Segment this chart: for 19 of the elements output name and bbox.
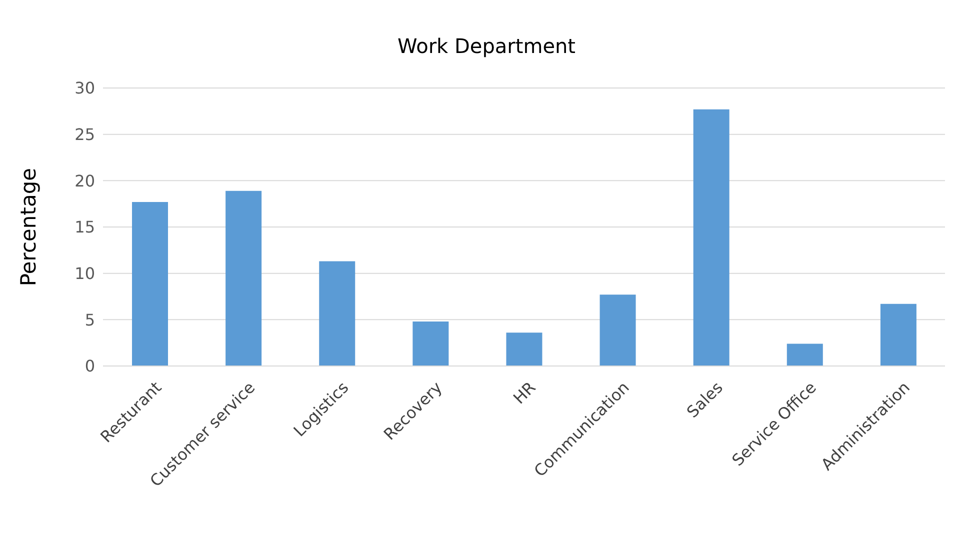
y-tick-label: 15 bbox=[74, 218, 95, 237]
bar bbox=[880, 304, 916, 366]
chart-title: Work Department bbox=[396, 34, 577, 58]
y-tick-label: 5 bbox=[84, 310, 95, 330]
bar bbox=[506, 332, 542, 366]
y-tick-label: 10 bbox=[74, 264, 95, 284]
bar bbox=[786, 344, 823, 366]
y-tick-label: 25 bbox=[74, 125, 95, 144]
bar bbox=[693, 109, 730, 366]
bar bbox=[226, 190, 262, 366]
bar bbox=[600, 294, 636, 366]
y-axis-title: Percentage bbox=[16, 168, 40, 286]
y-tick-label: 20 bbox=[74, 171, 95, 190]
bar bbox=[412, 322, 449, 366]
y-tick-label: 30 bbox=[74, 78, 95, 98]
bar bbox=[319, 261, 356, 366]
y-tick-label: 0 bbox=[84, 356, 95, 376]
bar bbox=[132, 202, 168, 366]
x-tick-label: HR bbox=[510, 378, 540, 408]
